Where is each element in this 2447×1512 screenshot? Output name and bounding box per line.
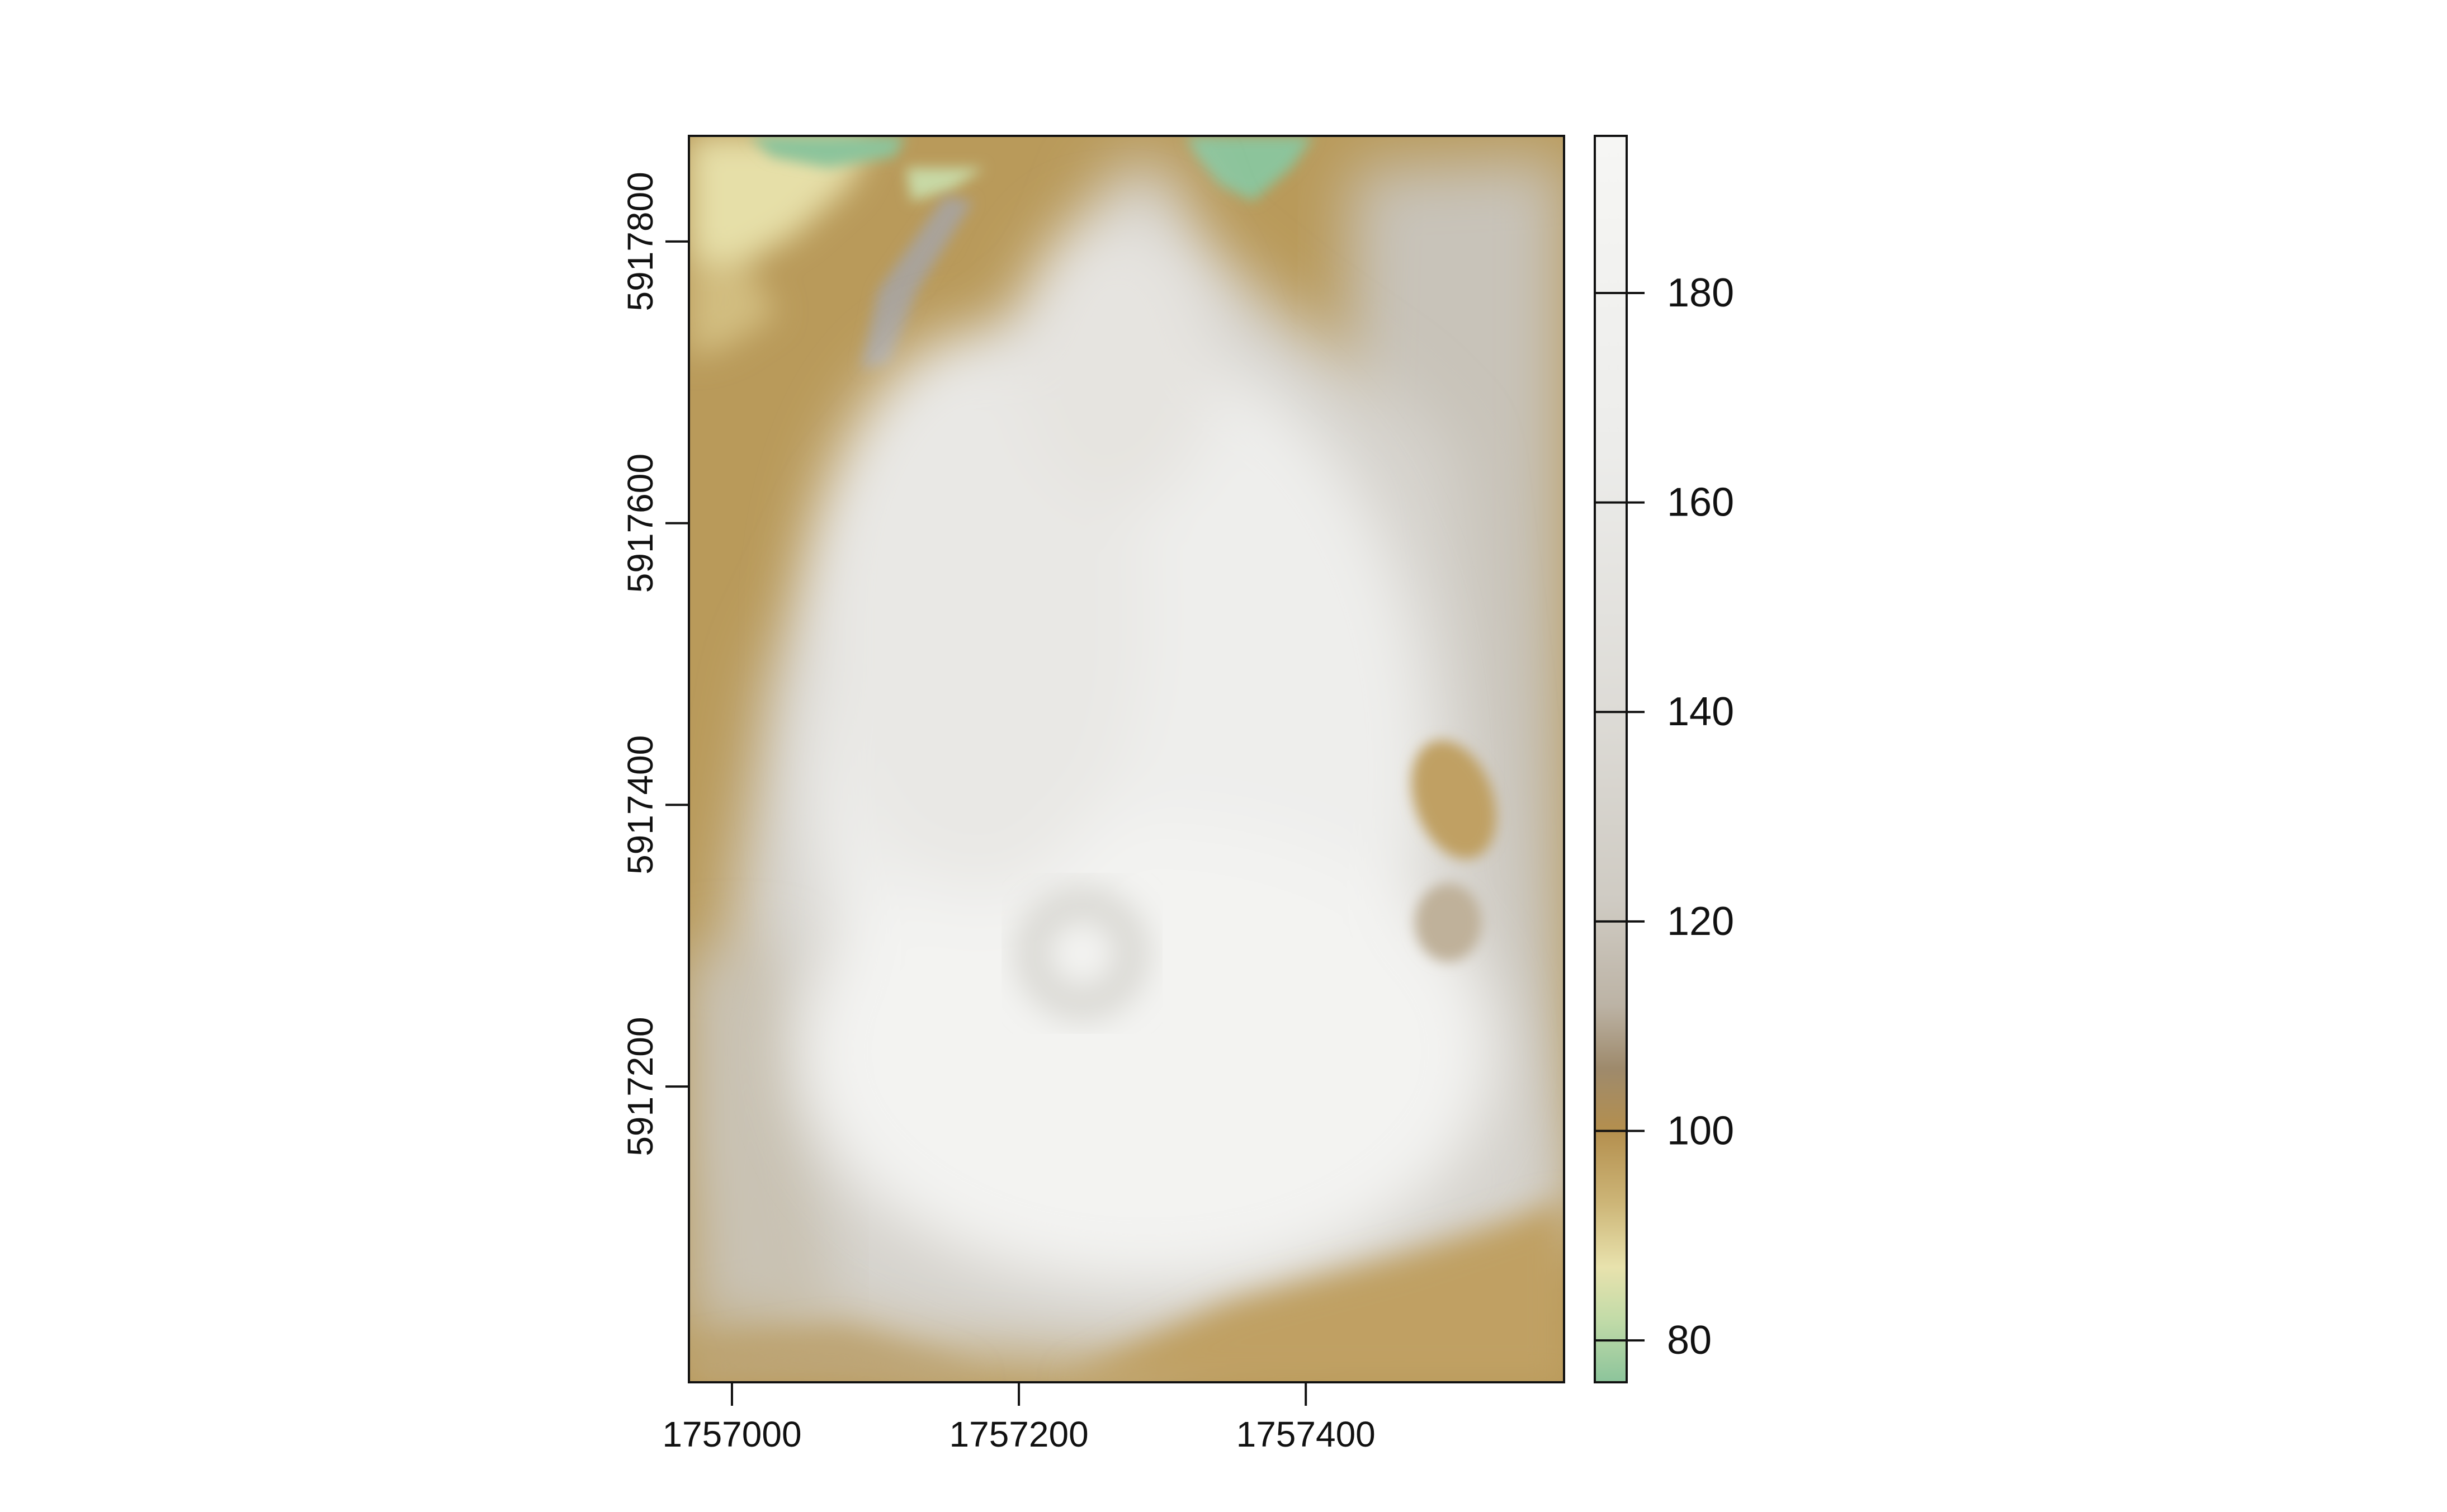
x-tick-label: 1757200 (949, 1414, 1089, 1454)
map-frame (688, 135, 1565, 1383)
legend-colorbar (1595, 136, 1627, 1382)
legend-ticks: 180 160 140 120 100 80 (1595, 271, 1734, 1363)
legend-tick-label: 140 (1667, 689, 1734, 734)
elevation-legend: 180 160 140 120 100 80 (1594, 135, 1734, 1383)
y-tick-label: 5917800 (620, 172, 660, 311)
x-tick-label: 1757000 (662, 1414, 801, 1454)
x-axis: 1757000 1757200 1757400 (662, 1382, 1376, 1454)
x-tick-label: 1757400 (1236, 1414, 1376, 1454)
legend-tick-label: 100 (1667, 1108, 1734, 1153)
y-tick-label: 5917600 (620, 453, 660, 593)
legend-tick-label: 120 (1667, 899, 1734, 944)
elevation-raster (689, 136, 1564, 1382)
y-axis: 5917800 5917600 5917400 5917200 (620, 172, 689, 1156)
legend-frame (1594, 135, 1628, 1383)
legend-tick-label: 160 (1667, 480, 1734, 525)
y-tick-label: 5917400 (620, 735, 660, 875)
y-tick-label: 5917200 (620, 1017, 660, 1156)
legend-tick-label: 80 (1667, 1318, 1712, 1363)
legend-tick-label: 180 (1667, 271, 1734, 315)
